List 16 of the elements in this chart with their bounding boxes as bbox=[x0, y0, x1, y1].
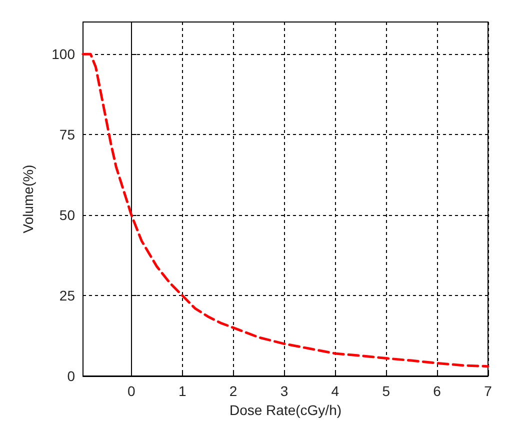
y-tick-label: 100 bbox=[52, 46, 76, 62]
y-tick-label: 25 bbox=[59, 288, 76, 304]
x-tick-label: 4 bbox=[331, 383, 340, 399]
y-tick-label: 0 bbox=[67, 368, 76, 384]
y-axis-title: Volume(%) bbox=[20, 164, 36, 234]
x-tick-label: 2 bbox=[229, 383, 238, 399]
line-series bbox=[82, 52, 490, 368]
y-tick-label: 75 bbox=[59, 126, 76, 143]
x-tick-label: 6 bbox=[433, 383, 442, 399]
x-tick-label: 7 bbox=[484, 383, 492, 399]
x-tick-label: 1 bbox=[178, 383, 186, 399]
x-tick-label: 0 bbox=[128, 383, 136, 399]
x-tick-label: 5 bbox=[382, 383, 390, 399]
x-axis-title: Dose Rate(cGy/h) bbox=[229, 402, 342, 418]
y-tick-label: 50 bbox=[59, 207, 76, 224]
x-tick-label: 3 bbox=[280, 383, 288, 399]
